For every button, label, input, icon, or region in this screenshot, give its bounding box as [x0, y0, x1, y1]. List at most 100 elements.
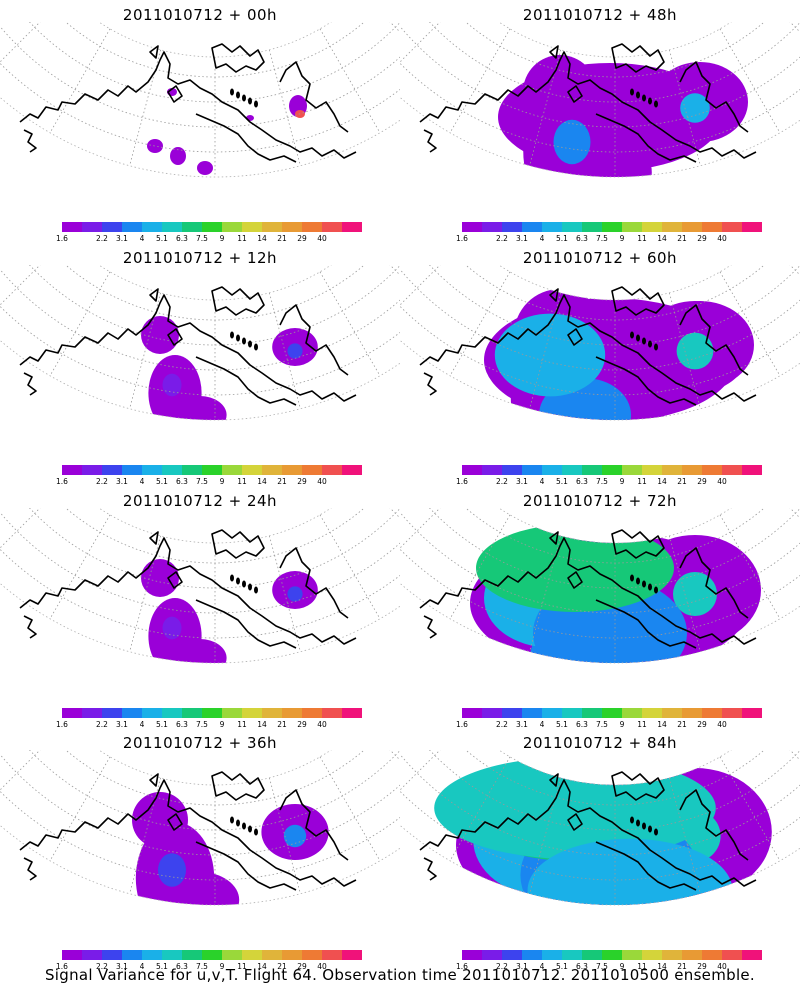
- colorbar: [62, 222, 362, 232]
- colorbar-label: 14: [257, 720, 267, 729]
- colorbar-label: 6.3: [576, 234, 588, 243]
- graticule: [400, 265, 800, 420]
- colorbar-swatch: [722, 950, 742, 960]
- colorbar-swatch: [462, 708, 482, 718]
- colorbar-swatch: [742, 222, 762, 232]
- colorbar-swatch: [622, 465, 642, 475]
- colorbar-swatch: [542, 708, 562, 718]
- colorbar-swatch: [282, 950, 302, 960]
- polar-stereographic-map: [0, 750, 400, 906]
- colorbar-swatch: [202, 222, 222, 232]
- colorbar-swatch: [62, 222, 82, 232]
- colorbar-swatch: [182, 708, 202, 718]
- colorbar-swatch: [222, 222, 242, 232]
- colorbar-label: 6.3: [576, 477, 588, 486]
- panel-title: 2011010712 + 48h: [522, 6, 678, 24]
- colorbar-swatch: [322, 950, 342, 960]
- colorbar-label: 4: [139, 477, 145, 486]
- variance-contour: [147, 139, 163, 153]
- colorbar-swatch: [482, 222, 502, 232]
- colorbar-label: 4: [139, 962, 145, 971]
- panel-title: 2011010712 + 72h: [522, 492, 678, 510]
- colorbar-label: 29: [697, 720, 707, 729]
- colorbar-label: 1.6: [56, 477, 68, 486]
- colorbar-swatch: [482, 465, 502, 475]
- colorbar-label: 2.2: [96, 477, 108, 486]
- colorbar-label: 5.1: [556, 962, 568, 971]
- variance-contour: [494, 313, 606, 397]
- colorbar-label: 6.3: [576, 720, 588, 729]
- colorbar-swatch: [642, 222, 662, 232]
- colorbar-label: 11: [637, 234, 647, 243]
- colorbar-swatch: [242, 950, 262, 960]
- variance-contour: [676, 332, 714, 370]
- colorbar-label: 21: [277, 234, 287, 243]
- colorbar-swatch: [282, 708, 302, 718]
- colorbar-swatch: [522, 222, 542, 232]
- colorbar-label: 3.1: [516, 477, 528, 486]
- colorbar-swatch: [702, 950, 722, 960]
- colorbar-swatch: [262, 465, 282, 475]
- colorbar-swatch: [122, 222, 142, 232]
- colorbar-swatch: [322, 465, 342, 475]
- colorbar: [462, 465, 762, 475]
- colorbar-label: 3.1: [116, 234, 128, 243]
- colorbar-label: 3.1: [116, 962, 128, 971]
- polar-stereographic-map: [400, 508, 800, 664]
- forecast-panel: 2011010712 + 72h 1.6 2.2 3.1 4 5.1 6.3 7.5 9 11 14…: [400, 486, 800, 731]
- colorbar-swatch: [262, 708, 282, 718]
- colorbar-swatch: [282, 222, 302, 232]
- colorbar-swatch: [682, 950, 702, 960]
- colorbar-swatch: [302, 708, 322, 718]
- colorbar-swatch: [302, 950, 322, 960]
- colorbar-label: 3.1: [116, 720, 128, 729]
- colorbar-swatch: [142, 708, 162, 718]
- colorbar-label: 11: [637, 720, 647, 729]
- colorbar-swatch: [662, 950, 682, 960]
- colorbar-labels: 1.6 2.2 3.1 4 5.1 6.3 7.5 9 11 14 21 29 40: [56, 477, 362, 487]
- colorbar-label: 29: [297, 477, 307, 486]
- colorbar-swatch: [562, 465, 582, 475]
- colorbar-label: 7.5: [196, 720, 208, 729]
- colorbar-swatch: [82, 950, 102, 960]
- colorbar-label: 40: [717, 962, 727, 971]
- colorbar-labels: 1.6 2.2 3.1 4 5.1 6.3 7.5 9 11 14 21 29 40: [456, 720, 762, 730]
- colorbar-labels: 1.6 2.2 3.1 4 5.1 6.3 7.5 9 11 14 21 29 40: [456, 477, 762, 487]
- colorbar-swatch: [282, 465, 302, 475]
- forecast-panel: 2011010712 + 36h 1.6 2.2 3.1 4 5.1 6.3 7.5 9 11 14…: [0, 728, 400, 973]
- variance-contour: [170, 147, 186, 165]
- colorbar-swatch: [342, 950, 362, 960]
- colorbar-label: 2.2: [96, 962, 108, 971]
- colorbar-labels: 1.6 2.2 3.1 4 5.1 6.3 7.5 9 11 14 21 29 40: [456, 962, 762, 972]
- colorbar-label: 7.5: [596, 720, 608, 729]
- colorbar-label: 29: [297, 720, 307, 729]
- polar-stereographic-map: [0, 22, 400, 178]
- variance-contour: [141, 559, 179, 597]
- panel-title: 2011010712 + 24h: [122, 492, 278, 510]
- forecast-panel: 2011010712 + 84h 1.6 2.2 3.1 4 5.1 6.3 7.5 9 11 14…: [400, 728, 800, 973]
- colorbar-label: 5.1: [156, 720, 168, 729]
- colorbar-swatch: [642, 708, 662, 718]
- colorbar-swatch: [502, 465, 522, 475]
- colorbar-label: 21: [277, 477, 287, 486]
- colorbar-label: 5.1: [556, 477, 568, 486]
- colorbar-label: 7.5: [196, 962, 208, 971]
- colorbar-label: 5.1: [556, 234, 568, 243]
- colorbar-label: 6.3: [176, 962, 188, 971]
- colorbar-swatch: [482, 950, 502, 960]
- colorbar-label: 40: [717, 477, 727, 486]
- colorbar-label: 11: [237, 962, 247, 971]
- colorbar-swatch: [322, 222, 342, 232]
- colorbar-swatch: [102, 465, 122, 475]
- colorbar-swatch: [102, 222, 122, 232]
- coastline: [419, 286, 757, 406]
- coastline: [419, 529, 757, 649]
- panel-title: 2011010712 + 36h: [122, 734, 278, 752]
- colorbar-swatch: [742, 950, 762, 960]
- colorbar-swatch: [562, 708, 582, 718]
- panel-title: 2011010712 + 12h: [122, 249, 278, 267]
- colorbar-swatch: [742, 465, 762, 475]
- colorbar: [62, 950, 362, 960]
- colorbar-swatch: [702, 465, 722, 475]
- colorbar-swatch: [202, 950, 222, 960]
